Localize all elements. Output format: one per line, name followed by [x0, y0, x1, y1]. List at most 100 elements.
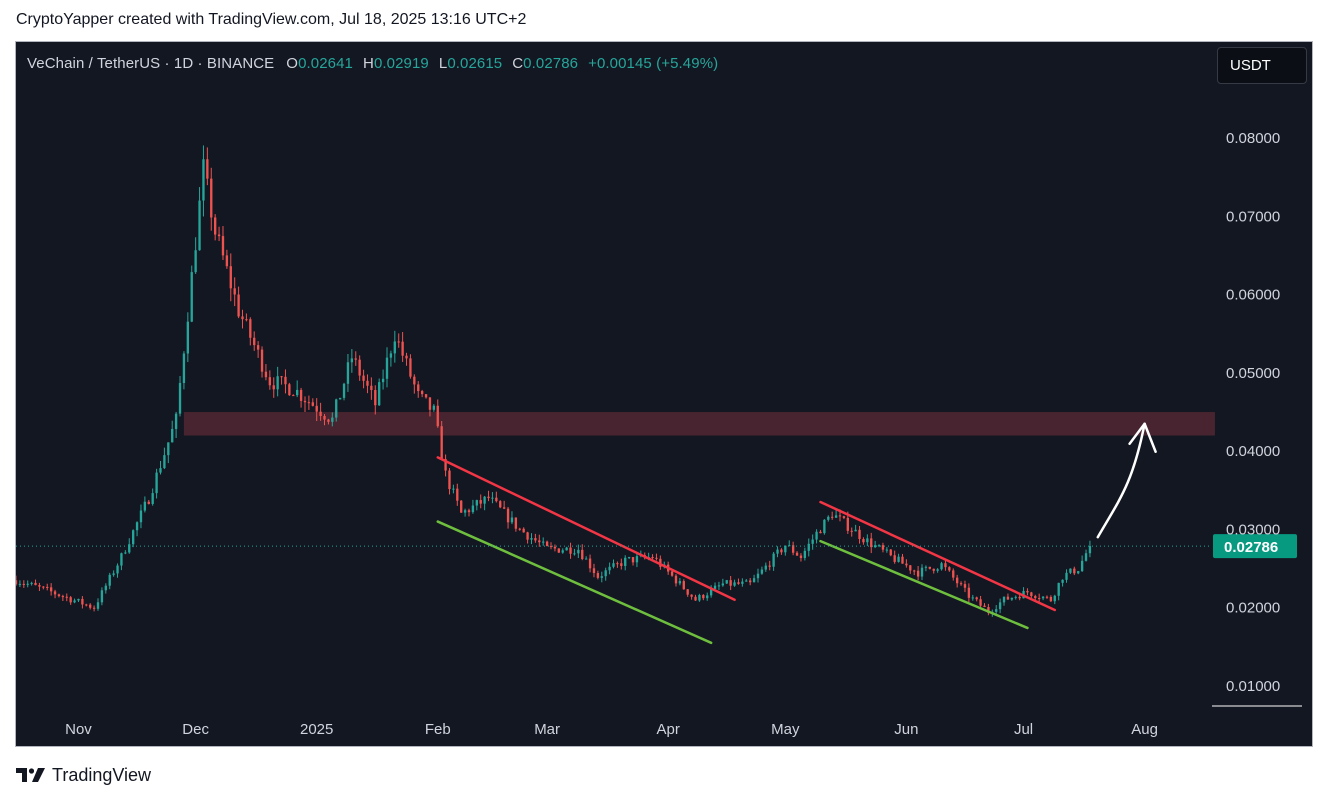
candle-2024-10-16[interactable]	[16, 580, 18, 585]
candle-2025-06-09[interactable]	[936, 569, 939, 571]
candle-2025-06-07[interactable]	[928, 566, 931, 569]
candle-2025-01-20[interactable]	[389, 353, 393, 358]
candle-2025-02-23[interactable]	[522, 528, 525, 533]
candle-2025-05-23[interactable]	[870, 538, 873, 548]
candle-2025-02-25[interactable]	[530, 538, 533, 540]
candle-2025-05-08[interactable]	[811, 539, 814, 544]
candle-2025-04-13[interactable]	[713, 585, 717, 589]
candle-2024-12-28[interactable]	[299, 389, 303, 401]
candle-2025-07-06[interactable]	[1041, 596, 1045, 599]
candle-2025-02-12[interactable]	[479, 500, 482, 504]
projection-arrow[interactable]	[1096, 422, 1146, 539]
candle-2025-01-22[interactable]	[397, 341, 400, 343]
candle-2025-06-25[interactable]	[998, 602, 1002, 610]
candle-2024-12-27[interactable]	[296, 389, 299, 396]
candle-2025-03-15[interactable]	[600, 576, 603, 578]
candle-2025-02-18[interactable]	[502, 507, 506, 509]
candle-2025-03-19[interactable]	[616, 563, 619, 565]
candle-2025-01-11[interactable]	[354, 358, 357, 360]
candle-2025-02-09[interactable]	[467, 510, 471, 513]
candle-2025-06-14[interactable]	[955, 577, 959, 584]
candle-2024-11-25[interactable]	[171, 428, 174, 443]
candle-2025-06-30[interactable]	[1018, 596, 1021, 599]
candle-2024-12-20[interactable]	[268, 377, 272, 386]
candle-2024-10-24[interactable]	[46, 586, 49, 588]
candle-2025-06-20[interactable]	[979, 599, 982, 606]
candle-2024-12-25[interactable]	[288, 384, 291, 396]
candle-2024-11-13[interactable]	[124, 552, 127, 554]
candle-2025-01-27[interactable]	[417, 384, 420, 392]
candle-2025-01-04[interactable]	[327, 419, 330, 422]
candle-2025-06-10[interactable]	[940, 563, 943, 570]
candle-2024-11-26[interactable]	[174, 413, 178, 429]
candle-2025-07-07[interactable]	[1045, 596, 1049, 598]
candle-2025-01-31[interactable]	[432, 405, 436, 410]
candle-2025-01-18[interactable]	[381, 378, 385, 383]
candle-2025-01-16[interactable]	[374, 390, 377, 406]
candle-2025-03-14[interactable]	[596, 573, 600, 578]
candle-2025-02-26[interactable]	[534, 538, 537, 541]
candle-2025-06-01[interactable]	[905, 563, 908, 566]
candle-2025-02-15[interactable]	[491, 497, 494, 499]
candle-2025-05-12[interactable]	[827, 516, 830, 520]
candle-2024-10-31[interactable]	[73, 600, 76, 603]
candle-2025-04-05[interactable]	[682, 581, 685, 590]
candle-2025-06-12[interactable]	[948, 567, 951, 571]
candle-2025-03-03[interactable]	[553, 546, 557, 549]
candle-2025-05-31[interactable]	[901, 556, 904, 564]
candle-2024-10-29[interactable]	[65, 596, 68, 598]
candle-2025-04-07[interactable]	[690, 594, 693, 597]
candle-2025-06-05[interactable]	[920, 567, 924, 577]
candle-2025-06-02[interactable]	[909, 565, 912, 571]
candle-2025-04-02[interactable]	[670, 571, 674, 576]
candle-2024-12-15[interactable]	[249, 319, 252, 338]
candle-2024-11-02[interactable]	[81, 598, 84, 605]
channel-1-upper-trendline[interactable]	[436, 456, 736, 602]
candle-2024-11-29[interactable]	[186, 321, 190, 354]
candle-2024-12-24[interactable]	[284, 376, 287, 385]
candle-2025-06-21[interactable]	[983, 605, 986, 608]
candle-2025-02-06[interactable]	[456, 488, 459, 501]
candle-2024-11-17[interactable]	[139, 510, 143, 523]
candle-2025-02-22[interactable]	[518, 528, 521, 530]
candle-2025-06-26[interactable]	[1002, 596, 1006, 603]
candle-2025-05-05[interactable]	[799, 555, 803, 558]
candle-2025-06-03[interactable]	[913, 570, 916, 572]
candle-2025-05-20[interactable]	[858, 529, 861, 539]
candle-2025-05-19[interactable]	[854, 529, 857, 532]
candle-2024-11-15[interactable]	[131, 530, 135, 545]
candle-2025-07-05[interactable]	[1037, 598, 1041, 600]
candle-2025-02-05[interactable]	[452, 488, 455, 490]
candle-2024-11-28[interactable]	[182, 353, 186, 383]
candle-2025-05-26[interactable]	[881, 545, 885, 550]
candle-2025-03-12[interactable]	[588, 558, 592, 569]
candle-2024-10-17[interactable]	[18, 583, 22, 585]
candle-2024-12-19[interactable]	[264, 371, 268, 378]
channel-2-upper-trendline[interactable]	[819, 500, 1057, 612]
candle-2025-03-13[interactable]	[592, 568, 596, 574]
candle-2025-03-20[interactable]	[620, 563, 623, 566]
candle-2024-12-30[interactable]	[307, 402, 311, 404]
candle-2025-02-16[interactable]	[495, 497, 498, 502]
candle-2025-06-06[interactable]	[924, 566, 928, 568]
candle-2025-02-02[interactable]	[440, 426, 443, 460]
candle-2025-01-24[interactable]	[405, 355, 408, 359]
candle-2024-12-02[interactable]	[198, 200, 201, 251]
candle-2025-01-25[interactable]	[409, 358, 412, 377]
candle-2025-07-13[interactable]	[1069, 568, 1072, 573]
candle-2025-01-01[interactable]	[315, 405, 318, 412]
candle-2025-04-12[interactable]	[709, 588, 713, 596]
candle-2025-03-07[interactable]	[569, 547, 572, 554]
candle-2024-11-12[interactable]	[120, 553, 123, 566]
candle-2025-01-23[interactable]	[401, 341, 404, 356]
candle-2025-03-02[interactable]	[549, 546, 553, 548]
candle-2025-05-25[interactable]	[877, 545, 881, 547]
candle-2024-11-07[interactable]	[100, 590, 104, 603]
candle-2024-11-06[interactable]	[96, 602, 100, 609]
candle-2024-10-21[interactable]	[34, 582, 37, 586]
candle-2025-04-06[interactable]	[686, 589, 689, 595]
candle-2025-03-30[interactable]	[659, 558, 662, 567]
candle-2024-11-19[interactable]	[147, 501, 150, 504]
candle-2025-06-27[interactable]	[1006, 596, 1010, 600]
candle-2025-04-22[interactable]	[749, 580, 752, 583]
